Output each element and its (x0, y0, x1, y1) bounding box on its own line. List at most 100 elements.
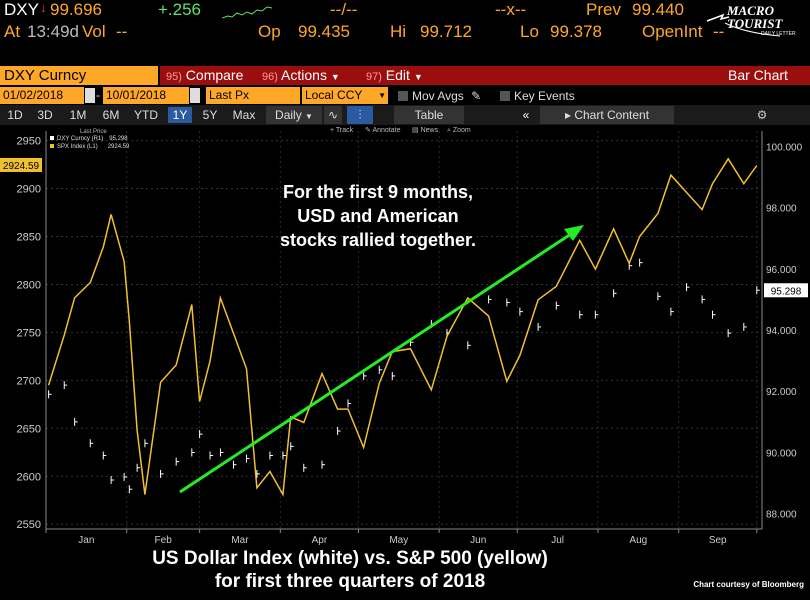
current-dxy-tag (764, 283, 808, 298)
actions-menu-label: Actions (281, 67, 327, 83)
table-button[interactable]: Table (394, 106, 464, 124)
chart-content-button[interactable]: ▸ Chart Content (540, 106, 674, 124)
period-1d[interactable]: 1D (7, 108, 23, 122)
start-date-field[interactable]: 01/02/2018 (0, 87, 84, 104)
left-tick-label: 2800 (17, 279, 41, 291)
menu-bar (160, 66, 810, 85)
trend-arrow-line (179, 226, 581, 494)
frequency-value: Daily (275, 108, 302, 122)
currency-field-value: Local CCY (305, 88, 363, 102)
bid-ask-size: --x-- (495, 0, 527, 19)
edit-menu[interactable]: 97) Edit ▼ (366, 66, 423, 85)
key-events-checkbox-icon (500, 91, 510, 101)
prev-label: Prev (586, 0, 621, 19)
left-tick-label: 2750 (17, 327, 41, 339)
zoom-tool[interactable]: ⌕ Zoom (447, 127, 471, 134)
down-arrow-icon: ↓ (40, 0, 47, 15)
compare-menu-number: 95) (166, 71, 182, 83)
chart-content-label: Chart Content (574, 108, 650, 122)
news-tool[interactable]: ▤ News (412, 127, 439, 134)
x-tick-label: Aug (629, 535, 647, 545)
ticker: DXY (4, 0, 39, 19)
end-date-field[interactable]: 10/01/2018 (103, 87, 189, 104)
macro-tourist-logo: MACRO TOURIST DAILY LETTER (705, 3, 805, 39)
logo-tagline: DAILY LETTER (761, 31, 796, 37)
quote-line-1: DXY ↓ 99.696 +.256 --/-- --x-- Prev 99.4… (0, 0, 810, 22)
key-events-label: Key Events (514, 89, 575, 103)
high-label: Hi (390, 22, 407, 41)
mov-avgs-checkbox-icon (398, 91, 408, 101)
frequency-select[interactable]: Daily ▼ (266, 106, 322, 124)
left-tick-label: 2600 (17, 471, 41, 483)
currency-dropdown-icon: ▼ (378, 91, 386, 100)
net-change: +.256 (158, 0, 202, 19)
right-tick-label: 92.000 (766, 387, 797, 398)
key-events-toggle[interactable]: Key Events (500, 89, 575, 103)
mov-avgs-toggle[interactable]: Mov Avgs ✎ (398, 89, 481, 103)
edit-menu-number: 97) (366, 71, 382, 83)
price-type-field[interactable]: Last Px (206, 87, 300, 104)
legend-header: Last Price (80, 129, 107, 135)
openint-label: OpenInt (642, 22, 703, 41)
chart-credit: Chart courtesy of Bloomberg (693, 580, 804, 589)
caption-line-1: US Dollar Index (white) vs. S&P 500 (yel… (152, 548, 548, 569)
spx-series (47, 157, 758, 497)
line-chart-icon[interactable]: ∿ (324, 106, 342, 124)
chart-area: 2550 2600 2650 2700 2750 2800 2850 2900 2950 88.0… (0, 127, 808, 545)
annotation: For the first 9 months, USD and American… (280, 182, 476, 250)
period-1m[interactable]: 1M (69, 108, 87, 122)
compare-menu-label: Compare (185, 67, 244, 83)
x-tick-label: Jan (78, 535, 94, 545)
start-calendar-icon[interactable] (85, 88, 95, 103)
legend-spx: SPX Index (L1) 2924.59 (57, 144, 130, 150)
actions-menu[interactable]: 96) Actions ▼ (262, 66, 340, 85)
high-value: 99.712 (420, 22, 472, 41)
annotation-line-3: stocks rallied together. (280, 230, 476, 250)
at-label: At (4, 22, 21, 41)
sparkline-icon (222, 6, 273, 19)
date-separator: - (96, 88, 100, 102)
x-tick-label: Sep (709, 535, 727, 545)
legend: Last Price DXY Curncy (R1) 95.298 SPX Ind… (50, 129, 130, 150)
axes (45, 131, 763, 533)
period-6m[interactable]: 6M (102, 108, 120, 122)
open-label: Op (258, 22, 281, 41)
compare-menu[interactable]: 95) Compare (166, 66, 243, 85)
gear-icon[interactable]: ⚙ (756, 108, 768, 122)
x-tick-label: Jul (551, 535, 564, 545)
legend-swatch-dxy (50, 136, 54, 140)
left-tick-label: 2700 (17, 375, 41, 387)
right-tick-label: 98.000 (766, 204, 797, 215)
current-dxy-value: 95.298 (771, 286, 802, 297)
logo-line-2: TOURIST (727, 16, 783, 31)
logo-line-1: MACRO (727, 3, 774, 18)
period-max[interactable]: Max (232, 108, 256, 122)
left-tick-label: 2650 (17, 423, 41, 435)
end-calendar-icon[interactable] (190, 88, 200, 103)
actions-dropdown-icon: ▼ (330, 72, 340, 82)
right-tick-label: 96.000 (766, 265, 797, 276)
collapse-icon[interactable]: « (522, 108, 530, 122)
period-3d[interactable]: 3D (37, 108, 53, 122)
period-5y[interactable]: 5Y (202, 108, 218, 122)
annotate-tool[interactable]: ✎ Annotate (365, 127, 401, 134)
prev-value: 99.440 (632, 0, 684, 19)
edit-menu-label: Edit (385, 67, 410, 83)
left-tick-label: 2900 (17, 184, 41, 196)
track-tool[interactable]: + Track (330, 127, 354, 134)
open-value: 99.435 (298, 22, 350, 41)
grid-lines (45, 131, 762, 529)
vol-value: -- (116, 22, 128, 41)
bar-chart-icon[interactable]: ⫶ (347, 106, 373, 124)
annotation-line-1: For the first 9 months, (283, 182, 473, 202)
left-tick-label: 2850 (17, 231, 41, 243)
legend-dxy: DXY Curncy (R1) 95.298 (57, 136, 128, 142)
current-spx-tag (0, 157, 42, 172)
security-field[interactable]: DXY Curncy (0, 66, 158, 85)
period-1y[interactable]: 1Y (168, 107, 192, 123)
left-tick-label: 2950 (17, 136, 41, 148)
x-tick-label: Mar (231, 535, 249, 545)
period-ytd[interactable]: YTD (134, 108, 158, 122)
currency-field[interactable]: Local CCY ▼ (302, 87, 388, 104)
chart-content-triangle-icon: ▸ (564, 108, 571, 122)
